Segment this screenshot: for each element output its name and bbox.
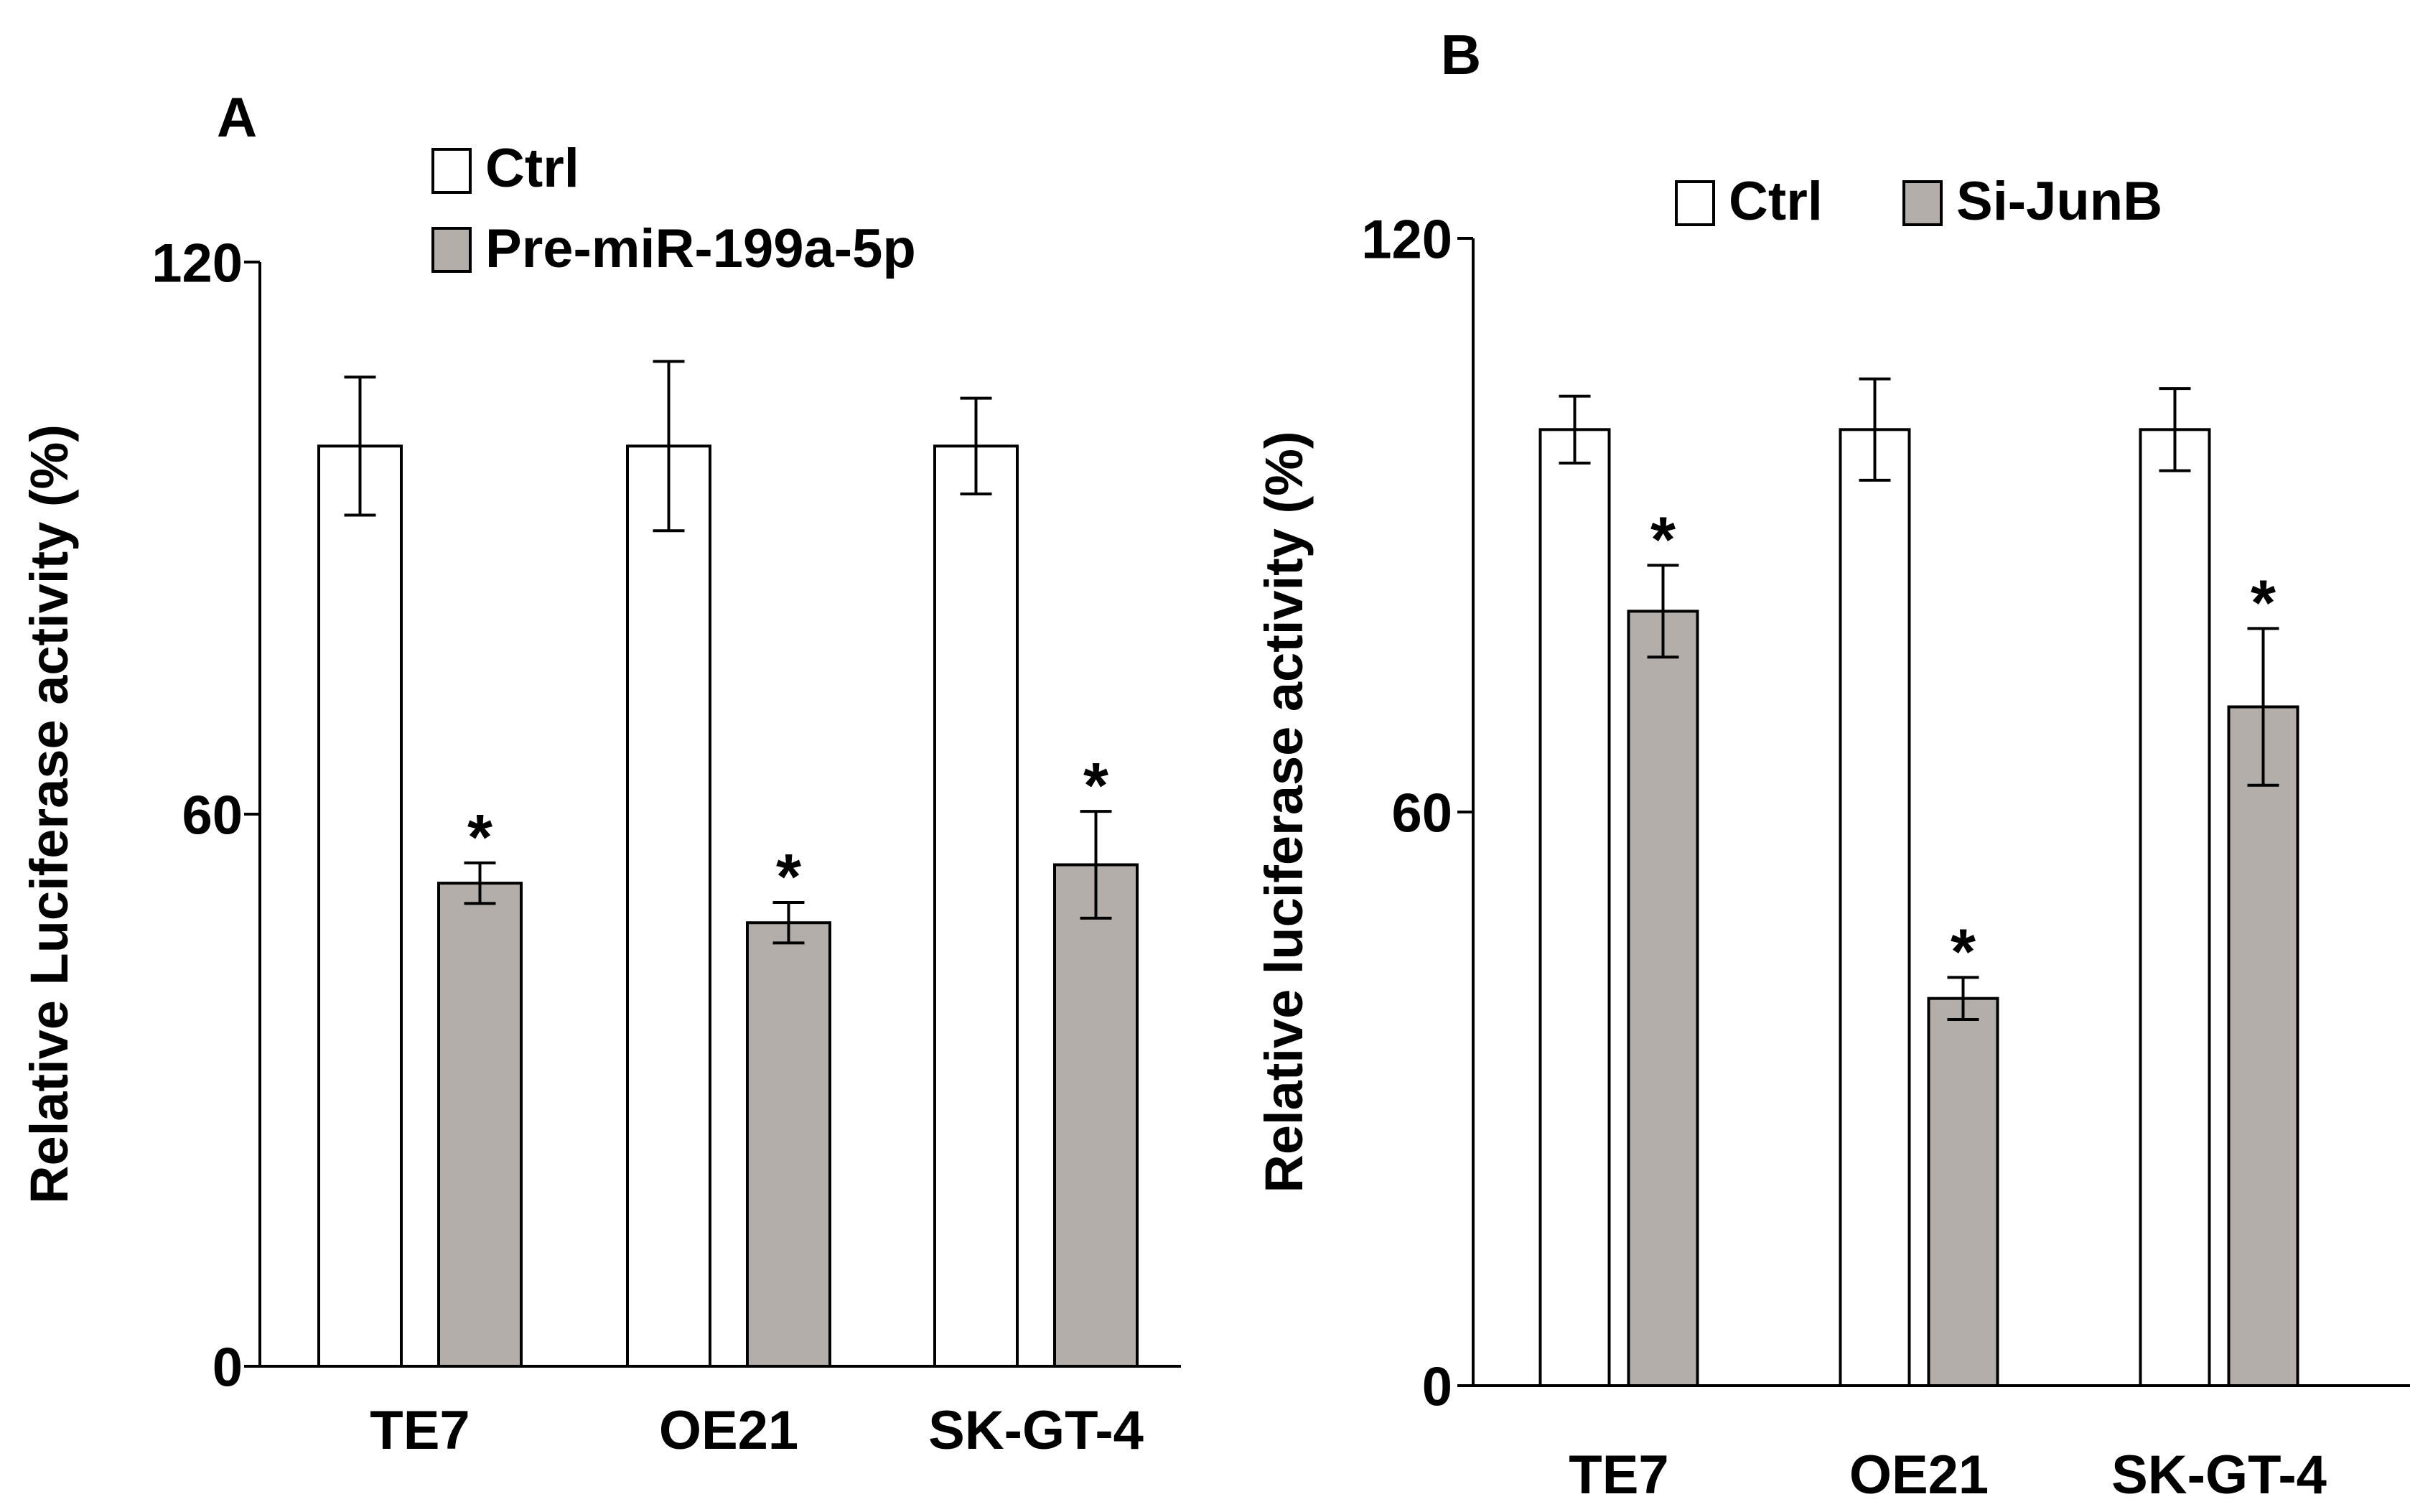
y-tick-label: 120 — [1361, 209, 1452, 270]
significance-mark: * — [1650, 504, 1676, 576]
bar — [933, 444, 1019, 1368]
legend-swatch — [431, 227, 472, 273]
y-tick-label: 60 — [1391, 783, 1452, 844]
x-tick-label: OE21 — [1849, 1445, 1989, 1506]
bar — [1538, 428, 1611, 1387]
x-tick-label: TE7 — [370, 1400, 470, 1461]
chart-panel-b: B 0 60 120 Relative luciferase activity (%)… — [1254, 23, 2410, 1506]
bar — [1053, 863, 1139, 1368]
bar — [746, 921, 831, 1368]
legend-label: Ctrl — [1729, 171, 1823, 232]
significance-mark: * — [467, 802, 492, 874]
chart-panel-a: A 0 60 120 Relative Luciferase activity (%)… — [19, 85, 1181, 1461]
legend-label: Ctrl — [485, 138, 579, 199]
bar — [317, 444, 403, 1368]
legend-swatch — [1902, 180, 1943, 226]
y-axis-title: Relative Luciferase activity (%) — [19, 424, 79, 1204]
y-tick-label: 60 — [182, 785, 243, 846]
y-tick-label: 0 — [212, 1337, 243, 1398]
significance-mark: * — [1951, 916, 1976, 988]
legend-swatch — [431, 148, 472, 194]
x-tick-label: OE21 — [659, 1400, 798, 1461]
y-tick-label: 120 — [151, 233, 243, 294]
legend-label: Si-JunB — [1956, 171, 2162, 232]
y-axis-title: Relative luciferase activity (%) — [1254, 431, 1314, 1193]
bar — [2227, 705, 2299, 1387]
panel-label-b: B — [1441, 23, 1481, 86]
bar — [2139, 428, 2211, 1387]
bar — [437, 882, 523, 1368]
significance-mark: * — [1083, 750, 1108, 822]
y-tick-label: 0 — [1422, 1356, 1452, 1417]
bar — [1627, 610, 1699, 1387]
bar — [626, 444, 711, 1368]
bar — [1839, 428, 1911, 1387]
bar — [1927, 997, 1999, 1388]
legend-label: Pre-miR-199a-5p — [485, 218, 916, 279]
legend-swatch — [1675, 180, 1715, 226]
significance-mark: * — [2251, 567, 2276, 639]
x-tick-label: SK-GT-4 — [2111, 1445, 2327, 1506]
x-tick-label: TE7 — [1569, 1445, 1668, 1506]
panel-label-a: A — [217, 85, 257, 149]
x-tick-label: SK-GT-4 — [928, 1400, 1144, 1461]
significance-mark: * — [776, 841, 801, 913]
